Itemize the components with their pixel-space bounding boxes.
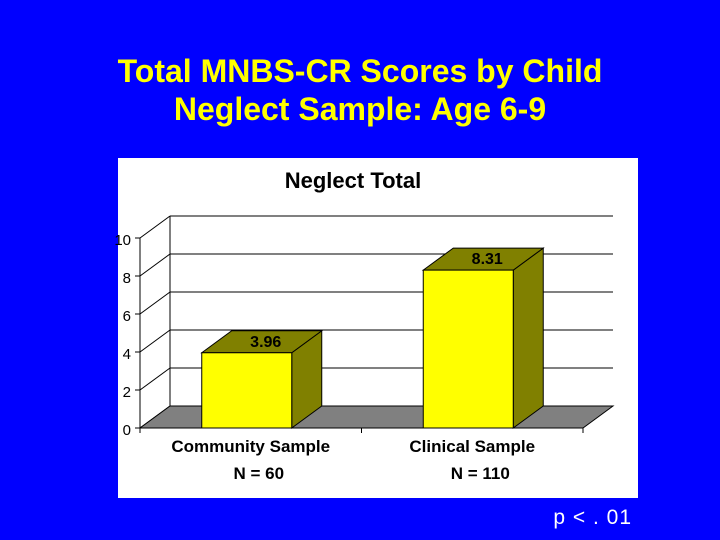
- category-label: Community Sample: [171, 437, 330, 456]
- bar: [201, 352, 293, 429]
- y-tick-label: 2: [123, 384, 131, 401]
- gridline-depth: [139, 253, 171, 277]
- chart-area-background: [118, 158, 638, 498]
- sample-size-label: N = 110: [451, 464, 510, 483]
- category-label: Clinical Sample: [409, 437, 535, 456]
- gridline-depth: [139, 215, 171, 239]
- sample-size-label: N = 60: [233, 464, 284, 483]
- slide-title: Total MNBS-CR Scores by Child Neglect Sa…: [0, 52, 720, 128]
- y-tick-label: 6: [123, 308, 131, 325]
- bar: [422, 269, 514, 429]
- data-label: 8.31: [472, 251, 503, 268]
- y-tick-label: 10: [114, 232, 131, 249]
- gridline-depth: [139, 291, 171, 315]
- bar-side: [512, 247, 544, 429]
- chart-title: Neglect Total: [285, 168, 422, 193]
- y-tick-label: 4: [123, 346, 131, 363]
- slide-title-line-2: Neglect Sample: Age 6-9: [173, 91, 547, 127]
- slide-title-line-1: Total MNBS-CR Scores by Child: [117, 53, 603, 89]
- data-label: 3.96: [250, 334, 281, 351]
- y-tick-label: 8: [123, 270, 131, 287]
- gridline-depth: [139, 367, 171, 391]
- significance-note: p < . 01: [553, 506, 632, 529]
- y-tick-label: 0: [123, 422, 131, 439]
- gridline-depth: [139, 329, 171, 353]
